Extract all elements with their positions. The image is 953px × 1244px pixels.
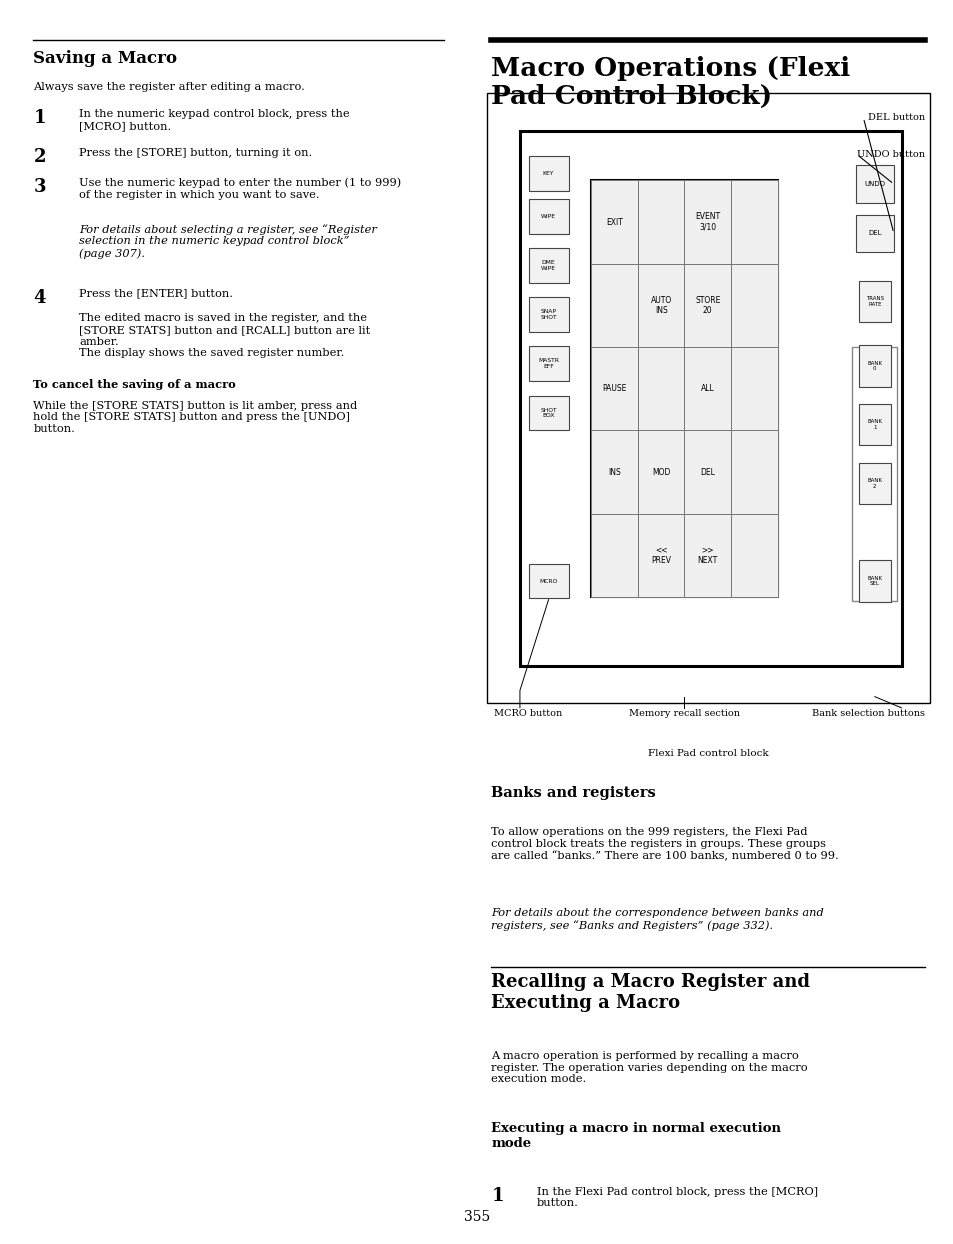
Text: KEY: KEY: [542, 170, 554, 175]
Text: For details about selecting a register, see “Register
selection in the numeric k: For details about selecting a register, …: [79, 224, 376, 259]
Text: Executing a macro in normal execution
mode: Executing a macro in normal execution mo…: [491, 1122, 781, 1151]
Bar: [730, 430, 777, 514]
Text: PAUSE: PAUSE: [602, 384, 626, 393]
Bar: [638, 514, 683, 597]
Text: AUTO
INS: AUTO INS: [650, 296, 671, 315]
Bar: [519, 131, 901, 666]
Text: For details about the correspondence between banks and
registers, see “Banks and: For details about the correspondence bet…: [491, 908, 823, 931]
Bar: [528, 564, 568, 598]
Text: MASTR
EFF: MASTR EFF: [537, 358, 558, 369]
Text: STORE
20: STORE 20: [695, 296, 720, 315]
Bar: [528, 248, 568, 282]
Text: Banks and registers: Banks and registers: [491, 786, 656, 800]
Text: >>
NEXT: >> NEXT: [697, 546, 717, 565]
Text: Memory recall section: Memory recall section: [628, 709, 740, 718]
Bar: [591, 430, 638, 514]
Bar: [528, 297, 568, 332]
Bar: [683, 430, 730, 514]
Text: In the numeric keypad control block, press the
[MCRO] button.: In the numeric keypad control block, pre…: [79, 109, 350, 131]
Bar: [683, 180, 730, 264]
Bar: [528, 199, 568, 234]
Bar: [486, 93, 929, 703]
Bar: [638, 430, 683, 514]
Text: Bank selection buttons: Bank selection buttons: [812, 709, 924, 718]
Text: Press the [STORE] button, turning it on.: Press the [STORE] button, turning it on.: [79, 148, 312, 158]
Text: 2: 2: [33, 148, 46, 165]
Text: BANK
1: BANK 1: [866, 419, 882, 430]
Bar: [591, 514, 638, 597]
Bar: [859, 463, 890, 504]
Bar: [859, 404, 890, 445]
Bar: [683, 264, 730, 347]
Text: A macro operation is performed by recalling a macro
register. The operation vari: A macro operation is performed by recall…: [491, 1051, 807, 1085]
Text: TRANS
RATE: TRANS RATE: [865, 296, 882, 307]
Text: INS: INS: [608, 468, 620, 476]
Text: To allow operations on the 999 registers, the Flexi Pad
control block treats the: To allow operations on the 999 registers…: [491, 827, 839, 861]
Text: Use the numeric keypad to enter the number (1 to 999)
of the register in which y: Use the numeric keypad to enter the numb…: [79, 178, 401, 200]
Text: DEL: DEL: [867, 230, 881, 236]
Bar: [730, 514, 777, 597]
Bar: [730, 347, 777, 430]
Text: 355: 355: [463, 1209, 490, 1224]
Text: To cancel the saving of a macro: To cancel the saving of a macro: [33, 379, 236, 391]
Text: BANK
SEL: BANK SEL: [866, 576, 882, 586]
Text: 1: 1: [491, 1187, 503, 1204]
Bar: [591, 347, 638, 430]
Text: UNDO button: UNDO button: [857, 149, 924, 159]
Bar: [528, 156, 568, 190]
Bar: [859, 346, 890, 387]
Bar: [591, 180, 777, 597]
Text: WIPE: WIPE: [540, 214, 556, 219]
Text: ALL: ALL: [700, 384, 714, 393]
Text: 1: 1: [33, 109, 46, 127]
Text: Flexi Pad control block: Flexi Pad control block: [647, 749, 768, 758]
Bar: [591, 180, 638, 264]
Bar: [683, 514, 730, 597]
Bar: [591, 264, 638, 347]
Text: DEL: DEL: [700, 468, 715, 476]
Text: Press the [ENTER] button.: Press the [ENTER] button.: [79, 289, 233, 299]
Text: In the Flexi Pad control block, press the [MCRO]
button.: In the Flexi Pad control block, press th…: [537, 1187, 818, 1208]
Text: Saving a Macro: Saving a Macro: [33, 50, 177, 67]
Bar: [638, 180, 683, 264]
Text: The edited macro is saved in the register, and the
[STORE STATS] button and [RCA: The edited macro is saved in the registe…: [79, 313, 370, 358]
Text: While the [STORE STATS] button is lit amber, press and
hold the [STORE STATS] bu: While the [STORE STATS] button is lit am…: [33, 401, 357, 434]
Text: <<
PREV: << PREV: [651, 546, 671, 565]
Bar: [638, 347, 683, 430]
Text: Macro Operations (Flexi
Pad Control Block): Macro Operations (Flexi Pad Control Bloc…: [491, 56, 850, 109]
Text: MCRO button: MCRO button: [494, 709, 562, 718]
Text: DEL button: DEL button: [867, 113, 924, 122]
Text: Recalling a Macro Register and
Executing a Macro: Recalling a Macro Register and Executing…: [491, 973, 809, 1011]
Bar: [855, 215, 893, 253]
Bar: [528, 396, 568, 430]
Bar: [528, 346, 568, 381]
Text: MCRO: MCRO: [538, 578, 558, 583]
Text: 3: 3: [33, 178, 46, 195]
Bar: [638, 264, 683, 347]
Bar: [852, 347, 897, 601]
Bar: [855, 165, 893, 203]
Bar: [859, 281, 890, 322]
Text: MOD: MOD: [651, 468, 670, 476]
Text: 4: 4: [33, 289, 46, 306]
Bar: [730, 180, 777, 264]
Bar: [683, 347, 730, 430]
Text: BANK
2: BANK 2: [866, 478, 882, 489]
Text: SHOT
BOX: SHOT BOX: [539, 408, 557, 418]
Text: UNDO: UNDO: [863, 182, 884, 187]
Text: EXIT: EXIT: [606, 218, 622, 226]
Text: DME
WIPE: DME WIPE: [540, 260, 556, 271]
Bar: [859, 561, 890, 602]
Text: BANK
0: BANK 0: [866, 361, 882, 372]
Text: SNAP
SHOT: SNAP SHOT: [539, 310, 557, 320]
Text: EVENT
3/10: EVENT 3/10: [695, 213, 720, 231]
Text: Always save the register after editing a macro.: Always save the register after editing a…: [33, 82, 305, 92]
Bar: [730, 264, 777, 347]
